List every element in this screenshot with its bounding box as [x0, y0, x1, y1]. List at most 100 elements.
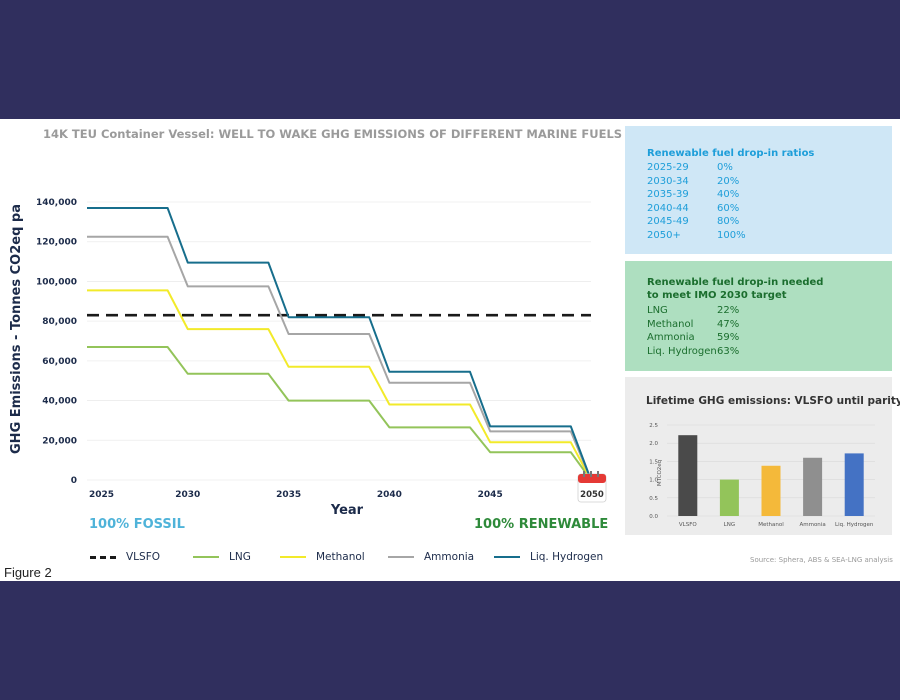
legend-item-lng: LNG — [193, 551, 251, 567]
figure-label: Figure 2 — [4, 565, 52, 580]
ratio-period: 2035-39 — [647, 189, 689, 201]
renewable-annotation: 100% RENEWABLE — [474, 517, 609, 532]
ratio-period: 2040-44 — [647, 202, 689, 214]
x-tick-label: 2045 — [478, 490, 503, 500]
legend-label: VLSFO — [126, 551, 161, 563]
bar-lng — [719, 479, 739, 516]
ratio-row: 2035-39 40% — [647, 188, 746, 202]
ratio-value: 0% — [717, 162, 733, 173]
drop-in-ratios-list: 2025-29 0% 2030-34 20% 2035-39 40% 2040-44 6… — [647, 161, 746, 243]
legend-item-vlsfo: VLSFO — [90, 551, 160, 567]
imo-target-list: LNG 22% Methanol 47% Ammonia 59% Liq. Hydro… — [647, 304, 739, 358]
legend-item-methanol: Methanol — [280, 551, 365, 567]
target-fuel: LNG — [647, 305, 668, 316]
fossil-annotation: 100% FOSSIL — [89, 517, 185, 532]
legend-label: Ammonia — [424, 551, 475, 563]
legend-label: LNG — [229, 551, 251, 563]
ratio-period: 2050+ — [647, 229, 681, 241]
bar-category-label: Methanol — [758, 522, 784, 528]
bar-vlsfo — [678, 435, 698, 516]
lifetime-emissions-box: Lifetime GHG emissions: VLSFO until pari… — [625, 377, 900, 535]
ratio-period: 2025-29 — [647, 162, 689, 173]
y-tick-label: 40,000 — [42, 397, 77, 407]
imo-target-box: Renewable fuel drop-in needed to meet IM… — [625, 261, 892, 371]
bar-ammonia — [803, 457, 823, 516]
x-tick-label: 2030 — [175, 490, 200, 500]
x-tick-label: 2040 — [377, 490, 402, 500]
bars — [678, 435, 864, 516]
ratio-value: 60% — [717, 202, 740, 214]
target-fuel: Ammonia — [647, 332, 695, 344]
bar-liq-hydrogen — [844, 453, 864, 516]
y-tick-label: 100,000 — [36, 277, 77, 287]
source-note: Source: Sphera, ABS & SEA-LNG analysis — [750, 556, 893, 564]
ratio-value: 80% — [717, 216, 740, 228]
legend-item-liq-hydrogen: Liq. Hydrogen — [494, 551, 603, 567]
chart-title: 14K TEU Container Vessel: WELL TO WAKE G… — [43, 127, 623, 141]
calendar-year-label: 2050 — [580, 490, 604, 500]
bar-category-label: Ammonia — [799, 522, 825, 528]
legend-label: Liq. Hydrogen — [530, 551, 604, 563]
target-row: Methanol 47% — [647, 318, 739, 332]
ratio-period: 2045-49 — [647, 216, 689, 228]
target-value: 59% — [717, 332, 740, 344]
ratio-row: 2050+ 100% — [647, 229, 746, 243]
target-value: 63% — [717, 345, 740, 357]
target-value: 22% — [717, 305, 740, 316]
series-line-methanol — [87, 289, 592, 481]
emissions-line-chart: 0 20,000 40,000 60,000 80,000 100,000 120,000 1… — [9, 198, 607, 518]
bar-y-tick-label: 2.0 — [649, 441, 658, 447]
bar-methanol — [761, 465, 781, 516]
lifetime-chart-title: Lifetime GHG emissions: VLSFO until pari… — [646, 395, 900, 407]
bar-categories: VLSFO LNG Methanol Ammonia Liq. Hydrogen — [679, 522, 874, 528]
target-row: Ammonia 59% — [647, 331, 739, 345]
ratio-row: 2030-34 20% — [647, 175, 746, 189]
bar-category-label: LNG — [724, 522, 735, 528]
bar-y-tick-label: 1.0 — [649, 478, 658, 484]
drop-in-ratios-box: Renewable fuel drop-in ratios 2025-29 0% … — [625, 126, 892, 254]
bar-y-tick-label: 2.5 — [649, 423, 658, 429]
y-tick-label: 20,000 — [42, 436, 77, 446]
x-axis-ticks: 2025 2030 2035 2040 2045 — [89, 490, 503, 500]
target-fuel: Liq. Hydrogen — [647, 345, 717, 357]
ratio-value: 20% — [717, 175, 740, 187]
y-axis-ticks: 0 20,000 40,000 60,000 80,000 100,000 120,000 1… — [36, 198, 77, 486]
lifetime-bar-chart: 0.0 0.5 1.0 1.5 2.0 2.5 VLSFO LNG Methanol Ammon… — [649, 423, 875, 528]
y-axis-label: GHG Emissions - Tonnes CO2eq pa — [9, 204, 24, 454]
y-tick-label: 140,000 — [36, 198, 77, 208]
y-tick-label: 120,000 — [36, 238, 77, 248]
ratio-row: 2025-29 0% — [647, 161, 746, 175]
target-row: LNG 22% — [647, 304, 739, 318]
ratio-value: 100% — [717, 229, 746, 241]
target-value: 47% — [717, 318, 740, 330]
x-tick-label: 2035 — [276, 490, 301, 500]
drop-in-ratios-title: Renewable fuel drop-in ratios — [647, 148, 815, 159]
imo-target-title-line2: to meet IMO 2030 target — [647, 290, 787, 301]
target-row: Liq. Hydrogen63% — [647, 345, 739, 359]
ratio-row: 2045-49 80% — [647, 215, 746, 229]
y-tick-label: 80,000 — [42, 317, 77, 327]
bar-y-axis-label: MTCO2eq — [657, 460, 663, 486]
bar-category-label: VLSFO — [679, 522, 697, 528]
ratio-period: 2030-34 — [647, 175, 689, 187]
bar-y-tick-label: 0.0 — [649, 514, 658, 520]
series-line-lng — [87, 346, 592, 481]
legend-label: Methanol — [316, 551, 365, 563]
y-tick-label: 0 — [71, 476, 77, 486]
x-tick-label: 2025 — [89, 490, 114, 500]
grid — [87, 201, 591, 481]
y-tick-label: 60,000 — [42, 357, 77, 367]
series-line-ammonia — [87, 235, 592, 481]
target-fuel: Methanol — [647, 318, 694, 330]
bar-y-tick-label: 0.5 — [649, 496, 658, 502]
series-lines — [87, 207, 592, 481]
ratio-value: 40% — [717, 189, 740, 201]
imo-target-title: Renewable fuel drop-in needed to meet IM… — [647, 276, 823, 302]
calendar-icon: 2050 — [577, 471, 607, 503]
x-axis-label: Year — [330, 503, 364, 518]
bar-y-tick-label: 1.5 — [649, 459, 658, 465]
ratio-row: 2040-44 60% — [647, 202, 746, 216]
bar-category-label: Liq. Hydrogen — [835, 522, 874, 528]
series-line-liq-hydrogen — [87, 207, 592, 481]
bar-y-ticks: 0.0 0.5 1.0 1.5 2.0 2.5 — [649, 423, 658, 520]
